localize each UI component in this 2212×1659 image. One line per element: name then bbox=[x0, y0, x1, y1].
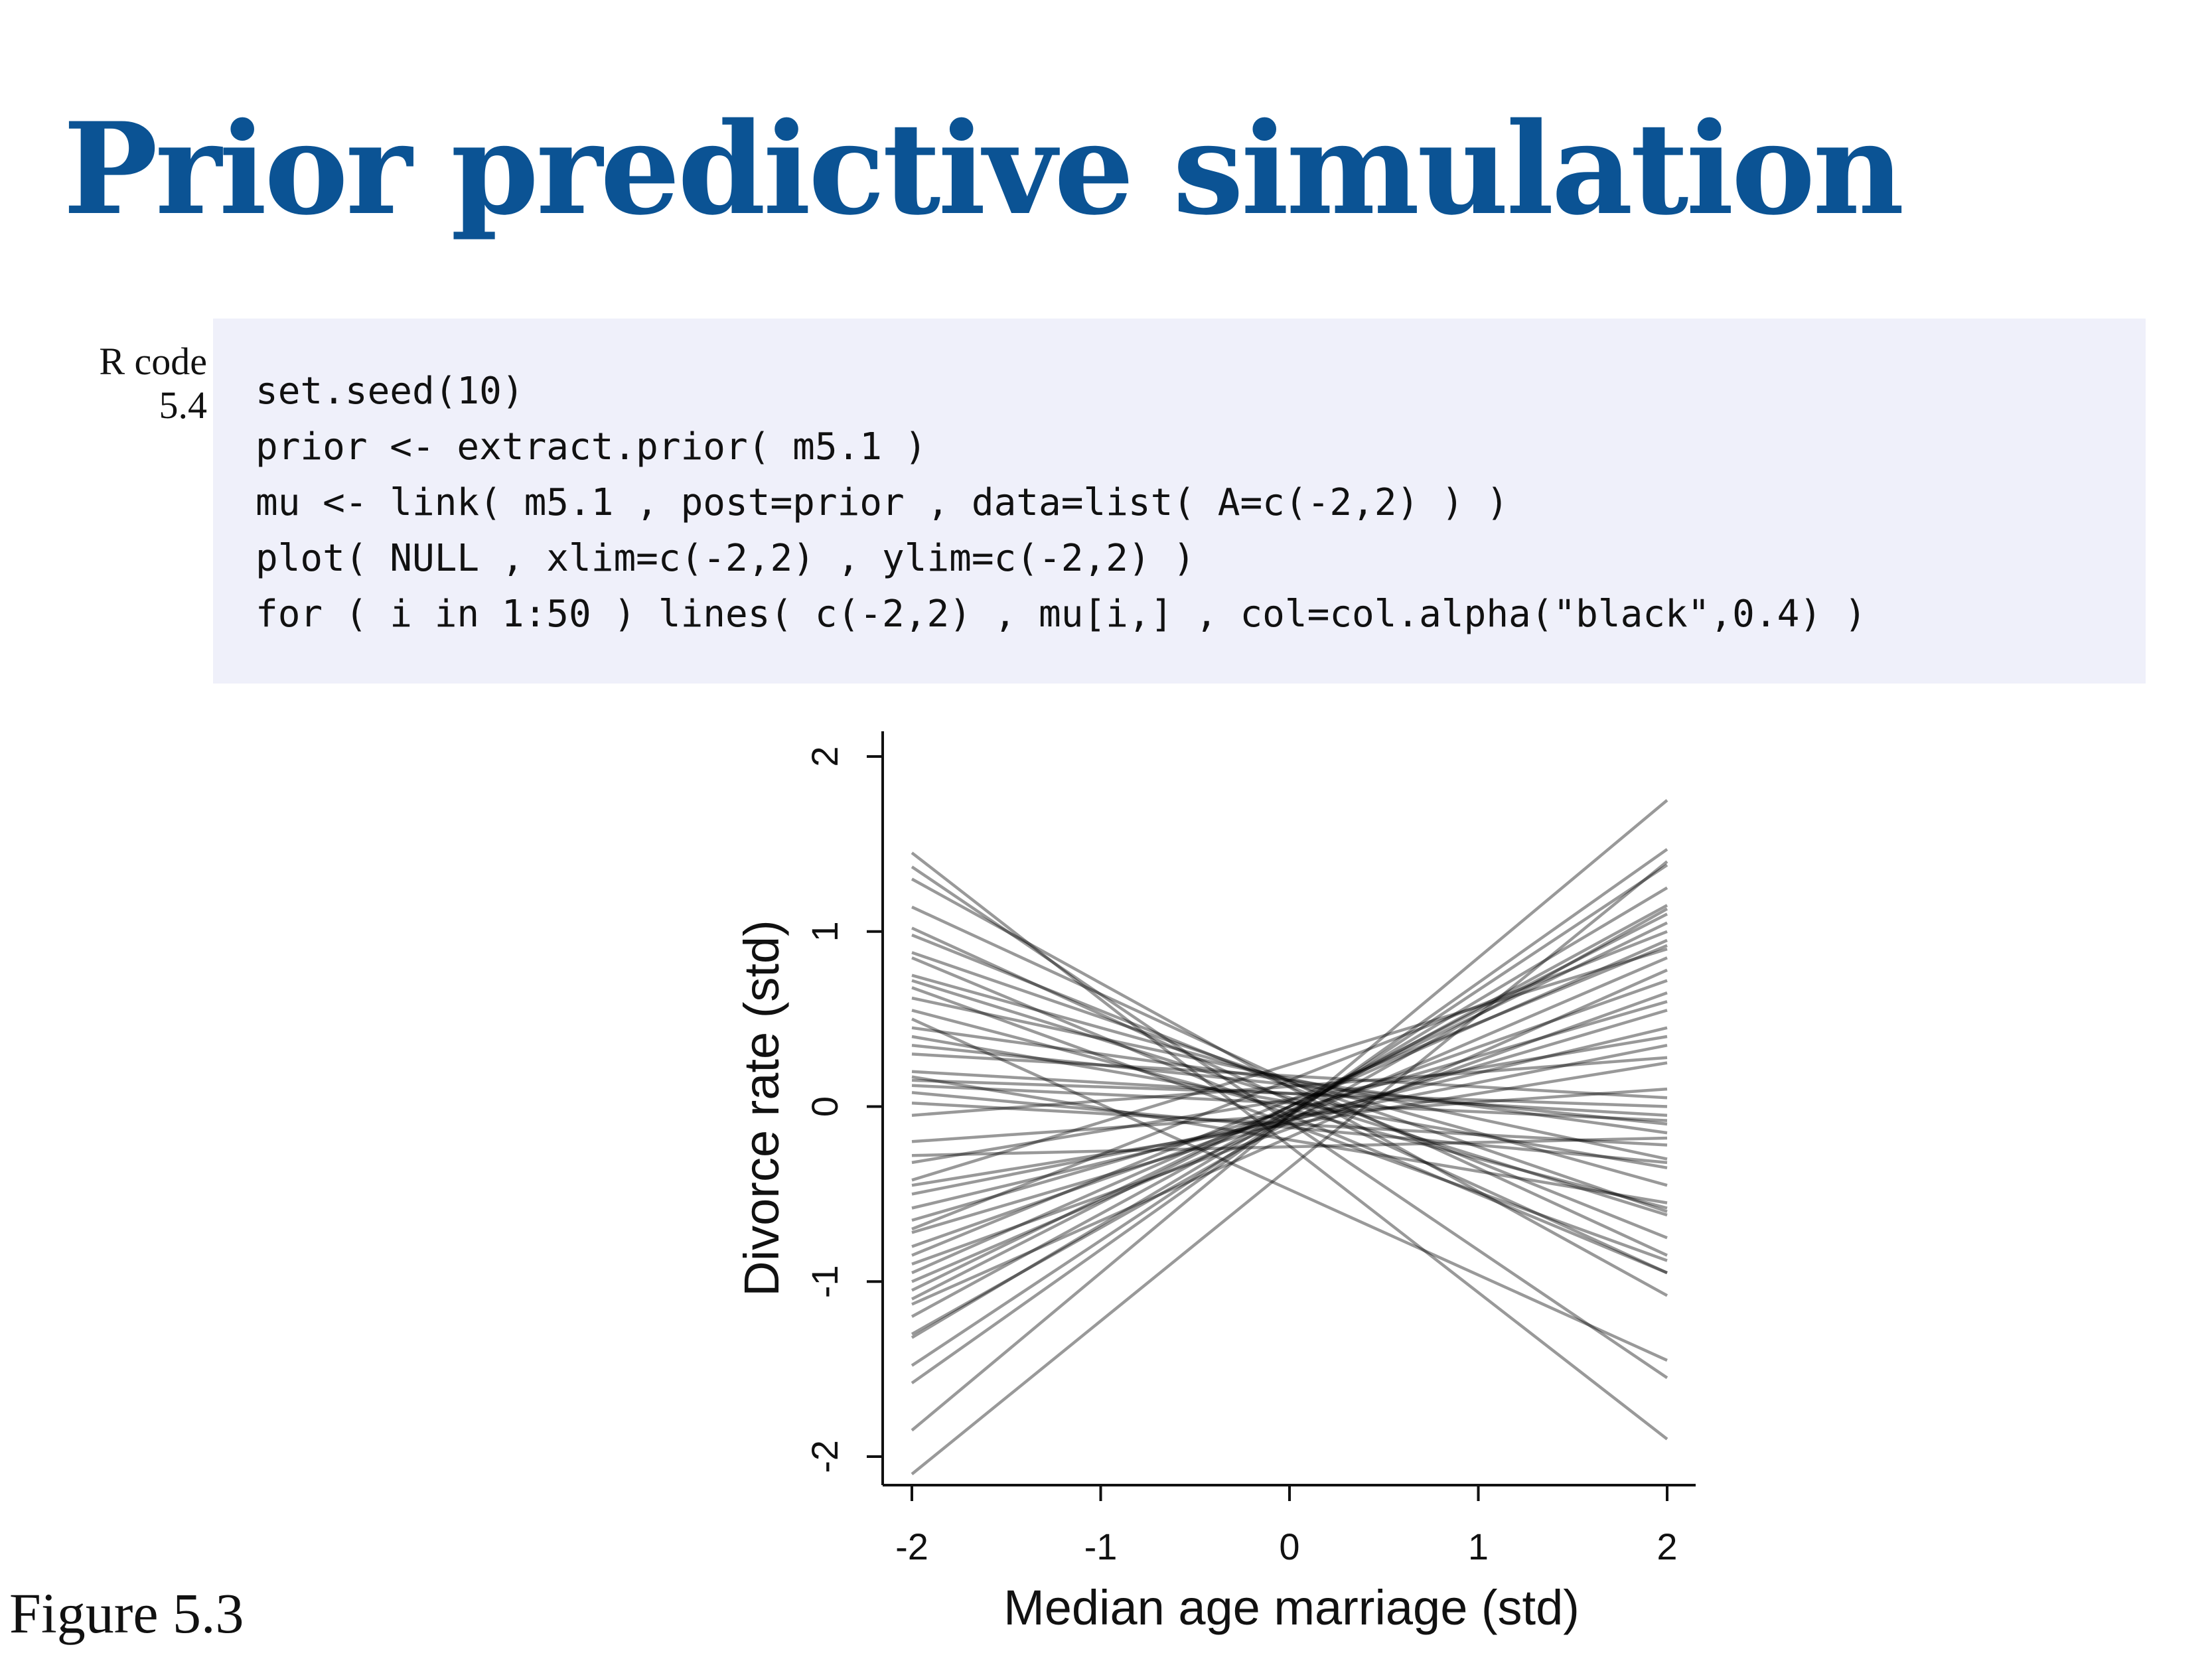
code-line: plot( NULL , xlim=c(-2,2) , ylim=c(-2,2)… bbox=[256, 537, 1196, 580]
figure-label: Figure 5.3 bbox=[9, 1581, 244, 1645]
y-tick-label: -1 bbox=[804, 1265, 846, 1298]
x-tick-label: 2 bbox=[1657, 1526, 1677, 1567]
prior-line-39 bbox=[911, 886, 1668, 1339]
prior-line-11 bbox=[911, 1017, 1668, 1362]
prior-line-2 bbox=[911, 865, 1668, 1380]
prior-line-10 bbox=[911, 1009, 1668, 1210]
prior-line-19 bbox=[911, 1084, 1668, 1122]
code-line: set.seed(10) bbox=[256, 370, 524, 413]
slide-title: Prior predictive simulation bbox=[63, 95, 1904, 243]
prior-line-12 bbox=[911, 1026, 1668, 1135]
prior-line-25 bbox=[911, 1043, 1668, 1196]
prior-line-8 bbox=[911, 986, 1668, 1262]
prior-line-46 bbox=[911, 1056, 1668, 1117]
prior-line-13 bbox=[911, 1035, 1668, 1170]
x-tick-label: -1 bbox=[1084, 1526, 1118, 1567]
prior-line-47 bbox=[911, 1101, 1668, 1147]
chart-labels: Median age marriage (std) Divorce rate (… bbox=[734, 920, 1580, 1635]
prior-line-20 bbox=[911, 1091, 1668, 1165]
prior-line-35 bbox=[911, 912, 1668, 1301]
prior-line-48 bbox=[911, 947, 1668, 1182]
prior-line-7 bbox=[911, 974, 1668, 1187]
prior-line-17 bbox=[911, 1075, 1668, 1204]
code-line: mu <- link( m5.1 , post=prior , data=lis… bbox=[256, 481, 1509, 524]
prior-line-34 bbox=[911, 921, 1668, 1292]
prior-line-16 bbox=[911, 1070, 1668, 1117]
prior-line-45 bbox=[911, 926, 1668, 1275]
code-caption: R code 5.4 bbox=[66, 340, 207, 427]
prior-line-31 bbox=[911, 991, 1668, 1266]
y-tick-label: 1 bbox=[804, 921, 846, 942]
prior-line-37 bbox=[911, 904, 1668, 1318]
prior-line-27 bbox=[911, 1000, 1668, 1222]
prior-line-1 bbox=[911, 851, 1668, 1441]
prior-line-29 bbox=[911, 979, 1668, 1248]
y-axis-label: Divorce rate (std) bbox=[734, 920, 789, 1296]
x-axis-label: Median age marriage (std) bbox=[1003, 1580, 1580, 1635]
prior-line-43 bbox=[911, 860, 1668, 1476]
prior-line-49 bbox=[911, 979, 1668, 1217]
prior-line-15 bbox=[911, 1052, 1668, 1100]
prior-line-23 bbox=[911, 1035, 1668, 1165]
prior-line-26 bbox=[911, 1026, 1668, 1210]
code-caption-number: 5.4 bbox=[159, 384, 208, 427]
y-tick-label: -2 bbox=[804, 1440, 846, 1473]
prior-line-30 bbox=[911, 944, 1668, 1257]
code-listing: set.seed(10) prior <- extract.prior( m5.… bbox=[256, 364, 1866, 642]
prior-line-22 bbox=[911, 1136, 1668, 1157]
prior-line-18 bbox=[911, 1078, 1668, 1108]
prior-line-3 bbox=[911, 905, 1668, 1257]
prior-line-38 bbox=[911, 907, 1668, 1336]
x-tick-label: -2 bbox=[895, 1526, 928, 1567]
y-tick-label: 2 bbox=[804, 746, 846, 766]
prior-line-41 bbox=[911, 847, 1668, 1385]
prior-line-50 bbox=[911, 930, 1668, 1231]
prior-line-28 bbox=[911, 1009, 1668, 1234]
prior-line-21 bbox=[911, 1087, 1668, 1143]
code-line: prior <- extract.prior( m5.1 ) bbox=[256, 425, 927, 469]
prior-line-32 bbox=[911, 938, 1668, 1275]
prior-line-6 bbox=[911, 956, 1668, 1275]
x-tick-label: 0 bbox=[1279, 1526, 1299, 1567]
prior-line-36 bbox=[911, 968, 1668, 1306]
prior-line-40 bbox=[911, 863, 1668, 1367]
prior-line-33 bbox=[911, 956, 1668, 1283]
prior-line-9 bbox=[911, 996, 1668, 1161]
prior-line-42 bbox=[911, 799, 1668, 1432]
prior-line-14 bbox=[911, 1043, 1668, 1126]
code-caption-label: R code bbox=[99, 340, 207, 383]
prior-lines bbox=[911, 799, 1668, 1476]
prior-line-4 bbox=[911, 933, 1668, 1240]
x-tick-label: 1 bbox=[1468, 1526, 1489, 1567]
code-line: for ( i in 1:50 ) lines( c(-2,2) , mu[i,… bbox=[256, 593, 1867, 636]
chart-axes: -2 -1 0 1 2 -2 -1 0 1 2 bbox=[804, 731, 1696, 1567]
y-tick-label: 0 bbox=[804, 1096, 846, 1117]
code-block: set.seed(10) prior <- extract.prior( m5.… bbox=[213, 319, 2146, 684]
prior-line-24 bbox=[911, 1061, 1668, 1187]
prior-line-5 bbox=[911, 951, 1668, 1213]
prior-line-44 bbox=[911, 877, 1668, 1297]
